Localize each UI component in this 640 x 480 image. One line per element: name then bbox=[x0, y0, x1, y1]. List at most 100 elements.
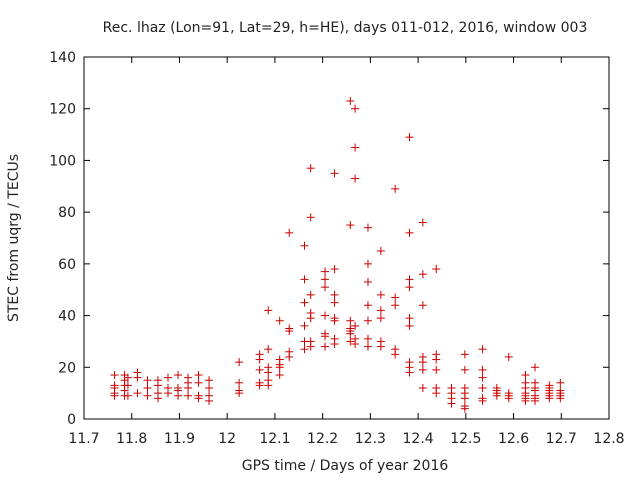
data-point bbox=[418, 301, 427, 310]
data-point bbox=[164, 389, 172, 398]
data-point bbox=[143, 376, 152, 385]
data-point bbox=[418, 218, 427, 227]
data-point bbox=[300, 241, 309, 250]
data-point bbox=[133, 373, 142, 382]
data-point bbox=[346, 316, 355, 325]
data-point bbox=[556, 394, 565, 403]
x-tick-label: 11.8 bbox=[116, 431, 147, 447]
data-point bbox=[391, 293, 400, 302]
x-tick-label: 12 bbox=[218, 431, 236, 447]
data-point bbox=[330, 340, 339, 349]
data-point bbox=[205, 383, 214, 392]
y-tick-label: 0 bbox=[67, 412, 76, 428]
y-tick-label: 80 bbox=[58, 205, 76, 221]
data-point bbox=[405, 314, 414, 323]
data-point bbox=[432, 365, 441, 374]
data-point bbox=[300, 298, 309, 307]
y-tick-label: 20 bbox=[58, 360, 76, 376]
data-point bbox=[123, 381, 132, 390]
data-point bbox=[123, 391, 132, 400]
data-point bbox=[321, 332, 330, 341]
data-point bbox=[376, 314, 385, 323]
data-point bbox=[346, 96, 355, 105]
data-point bbox=[205, 396, 214, 405]
y-tick-label: 40 bbox=[58, 309, 76, 325]
data-point bbox=[376, 342, 385, 351]
data-point bbox=[418, 270, 427, 279]
data-point bbox=[205, 376, 214, 385]
data-point bbox=[235, 389, 244, 398]
data-point bbox=[123, 373, 132, 382]
x-tick-label: 12.8 bbox=[593, 431, 624, 447]
data-point bbox=[275, 316, 284, 325]
data-point bbox=[363, 301, 372, 310]
x-tick-label: 12.4 bbox=[403, 431, 434, 447]
data-point bbox=[351, 143, 360, 152]
data-point bbox=[321, 267, 330, 276]
data-point bbox=[351, 174, 360, 183]
x-tick-label: 12.3 bbox=[355, 431, 386, 447]
data-point bbox=[330, 265, 339, 274]
data-point bbox=[275, 363, 284, 372]
data-point bbox=[492, 391, 501, 400]
data-point bbox=[447, 399, 456, 408]
data-point bbox=[300, 275, 309, 284]
x-tick-label: 11.9 bbox=[164, 431, 195, 447]
data-point bbox=[405, 275, 414, 284]
data-point bbox=[235, 358, 244, 367]
data-point bbox=[363, 259, 372, 268]
data-point bbox=[376, 246, 385, 255]
data-point bbox=[363, 223, 372, 232]
data-point bbox=[194, 371, 203, 380]
x-tick-label: 11.7 bbox=[68, 431, 99, 447]
data-point bbox=[184, 391, 193, 400]
data-point bbox=[306, 164, 315, 173]
x-axis-label: GPS time / Days of year 2016 bbox=[242, 458, 449, 474]
data-point bbox=[133, 389, 142, 398]
data-point bbox=[391, 350, 400, 359]
data-point bbox=[255, 355, 264, 364]
data-point bbox=[405, 228, 414, 237]
data-point bbox=[432, 355, 441, 364]
data-point bbox=[351, 340, 360, 349]
data-point bbox=[174, 371, 183, 380]
data-point bbox=[432, 265, 441, 274]
data-point bbox=[330, 316, 339, 325]
data-point bbox=[391, 184, 400, 193]
data-point bbox=[460, 394, 469, 403]
data-point bbox=[391, 301, 400, 310]
data-point bbox=[321, 311, 330, 320]
chart-title: Rec. lhaz (Lon=91, Lat=29, h=HE), days 0… bbox=[103, 20, 588, 36]
data-point bbox=[418, 383, 427, 392]
data-point bbox=[460, 350, 469, 359]
data-point bbox=[255, 365, 264, 374]
data-point bbox=[264, 306, 273, 315]
data-point bbox=[110, 371, 119, 380]
data-point bbox=[235, 378, 244, 387]
data-point bbox=[504, 352, 513, 361]
data-point bbox=[478, 396, 487, 405]
data-point bbox=[164, 373, 172, 382]
data-point bbox=[306, 213, 315, 222]
data-point bbox=[521, 371, 530, 380]
data-point bbox=[545, 394, 554, 403]
data-point bbox=[531, 396, 540, 405]
data-point bbox=[531, 363, 540, 372]
x-tick-label: 12.1 bbox=[259, 431, 290, 447]
x-tick-label: 12.5 bbox=[450, 431, 481, 447]
data-point bbox=[321, 342, 330, 351]
y-tick-label: 100 bbox=[49, 153, 76, 169]
x-tick-label: 12.7 bbox=[546, 431, 577, 447]
y-tick-label: 140 bbox=[49, 50, 76, 66]
data-point bbox=[405, 368, 414, 377]
data-points bbox=[110, 96, 565, 413]
data-point bbox=[306, 342, 315, 351]
data-point bbox=[363, 334, 372, 343]
data-point bbox=[321, 275, 330, 284]
data-point bbox=[285, 352, 294, 361]
data-point bbox=[194, 394, 203, 403]
data-point bbox=[405, 133, 414, 142]
y-axis: 0 20 40 60 80 100 120 140 bbox=[49, 50, 609, 428]
data-point bbox=[556, 378, 565, 387]
